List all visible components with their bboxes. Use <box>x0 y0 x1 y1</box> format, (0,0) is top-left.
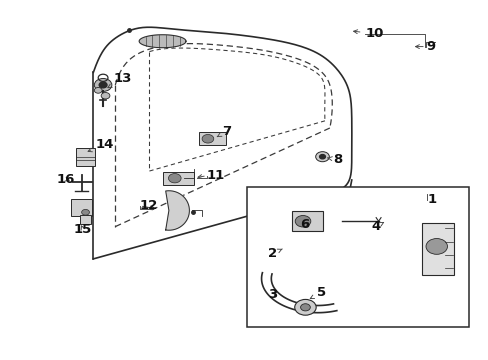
Bar <box>80 215 91 224</box>
Circle shape <box>294 300 316 315</box>
Circle shape <box>300 304 310 311</box>
Circle shape <box>295 216 310 227</box>
Circle shape <box>168 174 181 183</box>
Text: 7: 7 <box>217 125 231 138</box>
Text: 1: 1 <box>427 193 436 206</box>
Circle shape <box>94 78 112 91</box>
Text: 11: 11 <box>206 169 225 182</box>
Circle shape <box>425 239 447 254</box>
Text: 5: 5 <box>309 287 325 300</box>
Text: 8: 8 <box>327 153 342 166</box>
Bar <box>199 132 226 145</box>
Circle shape <box>94 87 102 93</box>
Circle shape <box>202 134 213 143</box>
Circle shape <box>81 210 89 215</box>
Bar <box>246 187 468 327</box>
Polygon shape <box>139 35 185 48</box>
Bar <box>422 223 453 275</box>
Text: 16: 16 <box>57 173 75 186</box>
Circle shape <box>319 154 325 159</box>
Bar <box>71 199 92 216</box>
Circle shape <box>101 93 110 99</box>
Circle shape <box>99 82 107 88</box>
Polygon shape <box>165 191 189 230</box>
Bar <box>76 148 95 166</box>
Bar <box>163 172 194 185</box>
Text: 3: 3 <box>267 288 277 301</box>
Text: 9: 9 <box>425 40 434 53</box>
Circle shape <box>315 152 329 162</box>
Text: 6: 6 <box>300 218 309 231</box>
Text: 4: 4 <box>370 220 383 233</box>
Text: 2: 2 <box>267 247 282 260</box>
Text: 13: 13 <box>108 72 132 88</box>
Bar <box>292 211 323 231</box>
Text: 10: 10 <box>353 27 383 40</box>
Text: 15: 15 <box>74 223 92 236</box>
Text: 12: 12 <box>140 199 158 212</box>
Text: 14: 14 <box>88 138 114 152</box>
